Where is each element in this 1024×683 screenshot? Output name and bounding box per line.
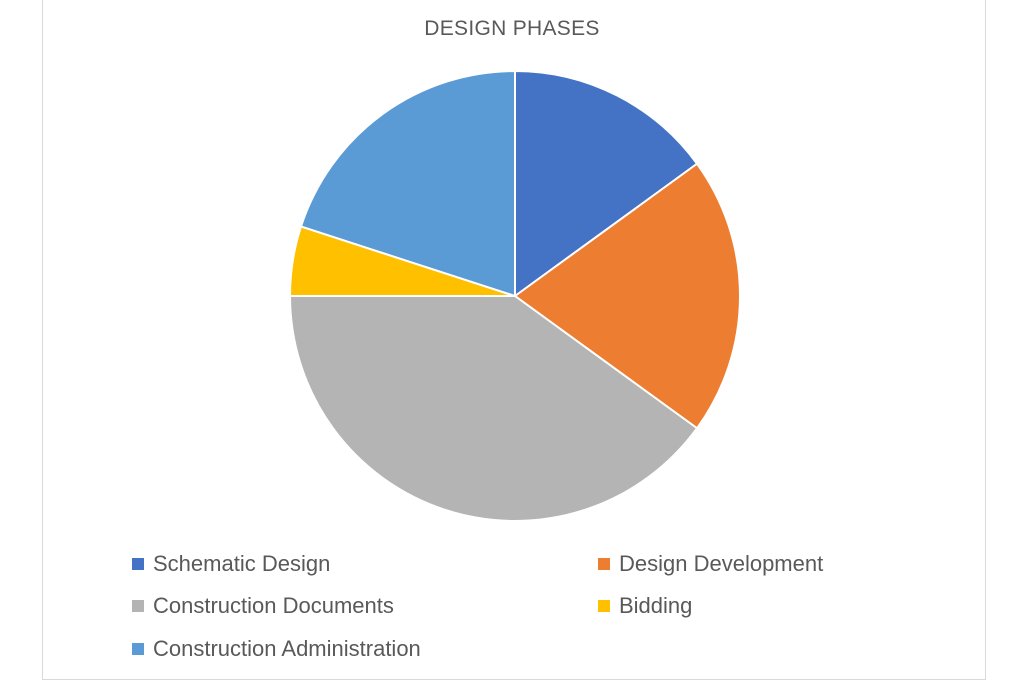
- legend-swatch: [132, 600, 144, 612]
- legend-label: Design Development: [619, 551, 824, 576]
- legend-swatch: [598, 558, 610, 570]
- legend-item-construction-administration: Construction Administration: [132, 635, 421, 663]
- legend-item-design-development: Design Development: [598, 550, 823, 578]
- legend-swatch: [132, 643, 144, 655]
- legend-swatch: [132, 558, 144, 570]
- pie-slice-construction-documents: [288, 295, 699, 522]
- pie-slice-construction-administration: [299, 69, 516, 298]
- pie-slice-schematic-design: [514, 69, 699, 298]
- pie-slice-design-development: [513, 162, 741, 430]
- chart-title: DESIGN PHASES: [424, 17, 600, 40]
- legend-label: Schematic Design: [153, 551, 331, 576]
- legend-label: Construction Administration: [153, 636, 421, 661]
- legend-item-schematic-design: Schematic Design: [132, 550, 330, 578]
- legend-label: Bidding: [619, 593, 693, 618]
- legend-swatch: [598, 600, 610, 612]
- legend-item-bidding: Bidding: [598, 592, 692, 620]
- legend-label: Construction Documents: [153, 593, 394, 618]
- legend-item-construction-documents: Construction Documents: [132, 592, 394, 620]
